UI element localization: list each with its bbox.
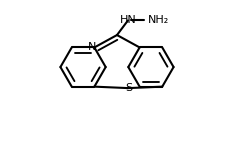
Text: NH₂: NH₂ xyxy=(148,15,169,25)
Text: HN: HN xyxy=(120,15,136,25)
Text: N: N xyxy=(88,42,96,52)
Text: S: S xyxy=(125,83,132,93)
